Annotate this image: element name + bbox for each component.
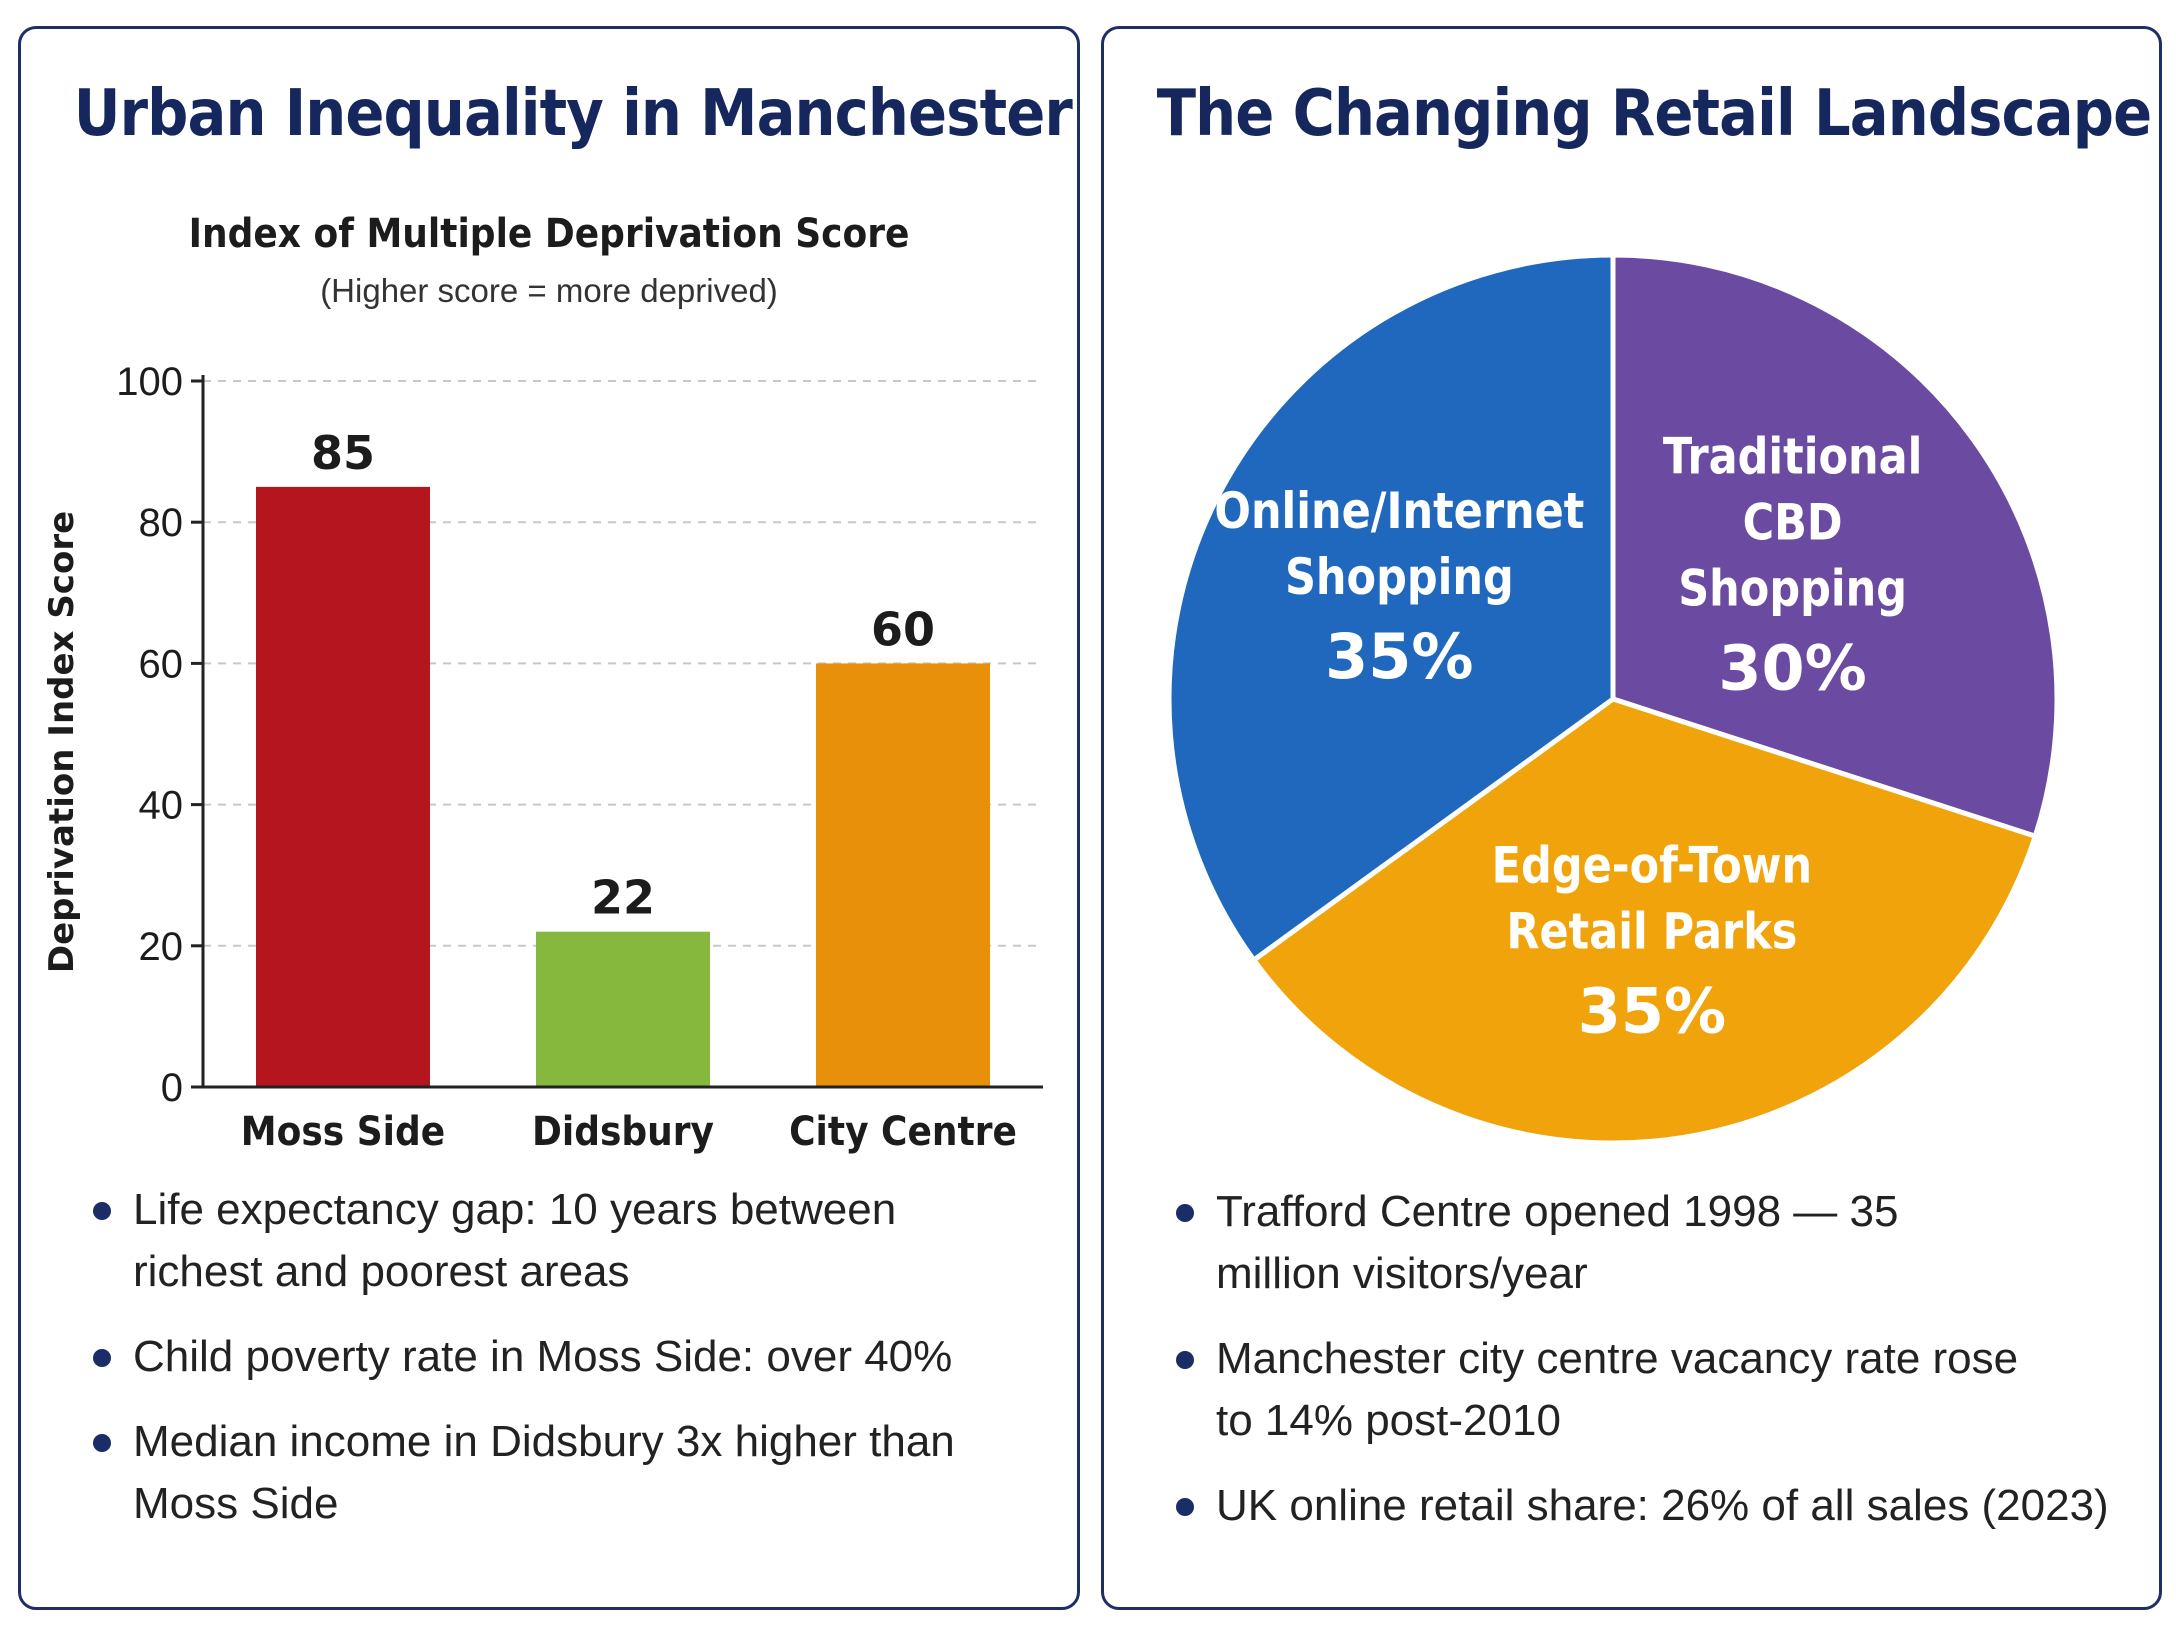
bullet-dot-icon [1176,1498,1194,1516]
pie-slice-traditional-cbd-shopping [1610,252,2060,840]
bar-data-label: 60 [871,602,935,656]
bar-moss-side [256,486,430,1087]
left-bullet-text: Life expectancy gap: 10 years between ri… [133,1185,897,1296]
pie-label-text: Shopping [1678,559,1907,617]
pie-label-text: Retail Parks [1506,902,1797,960]
pie-label-text: Edge-of-Town [1492,836,1812,894]
x-tick-label: City Centre [789,1108,1017,1154]
y-tick-label: 40 [139,784,184,828]
right-bullet-text: UK online retail share: 26% of all sales… [1216,1481,2109,1530]
bar-chart: 0 20 40 60 80 100 85 Moss Side 22 Didsbury 60 City … [42,360,1043,1154]
pie-value-label: 35% [1578,975,1726,1048]
pie-value-label: 30% [1718,632,1866,705]
left-bullet-item: Median income in Didsbury 3x higher than… [51,1411,993,1535]
pie-slice-edge-of-town-retail-parks [1250,696,2039,1146]
left-bullet-item: Child poverty rate in Moss Side: over 40… [51,1326,1031,1388]
left-bullet-list: Life expectancy gap: 10 years between ri… [51,1179,1031,1558]
right-bullet-text: Manchester city centre vacancy rate rose… [1216,1334,2019,1445]
y-tick-label: 100 [116,360,183,404]
bullet-dot-icon [93,1202,111,1220]
right-panel: The Changing Retail Landscape Online/Int… [1101,26,2162,1610]
pie-chart: Online/Internet Shopping 35% Traditional CBD… [1166,252,2060,1146]
y-tick-label: 0 [161,1066,183,1110]
pie-label-text: Online/Internet [1214,482,1584,540]
right-bullet-item: Manchester city centre vacancy rate rose… [1134,1328,2036,1452]
left-panel-title: Urban Inequality in Manchester [73,77,1073,151]
left-panel: Urban Inequality in Manchester Index of … [18,26,1080,1610]
bullet-dot-icon [1176,1351,1194,1369]
bullet-dot-icon [93,1349,111,1367]
pie-value-label: 35% [1325,620,1473,693]
right-bullet-item: Trafford Centre opened 1998 — 35 million… [1134,1181,1936,1305]
left-bullet-item: Life expectancy gap: 10 years between ri… [51,1179,1031,1303]
y-axis-label: Deprivation Index Score [42,511,82,973]
y-tick-label: 20 [139,925,184,969]
right-bullet-text: Trafford Centre opened 1998 — 35 million… [1216,1187,1899,1298]
x-tick-label: Moss Side [241,1108,445,1154]
y-tick-label: 60 [139,642,184,686]
pie-slice-online-internet-shopping [1166,252,1616,964]
right-panel-title: The Changing Retail Landscape [1156,77,2152,151]
y-tick-label: 80 [139,501,184,545]
right-bullet-item: UK online retail share: 26% of all sales… [1134,1475,2144,1537]
bar-city-centre [816,663,990,1087]
right-bullet-list: Trafford Centre opened 1998 — 35 million… [1134,1181,2144,1560]
bar-didsbury [536,931,710,1087]
bar-data-label: 22 [591,871,655,925]
left-bullet-text: Median income in Didsbury 3x higher than… [133,1417,955,1528]
bar-data-label: 85 [311,426,375,480]
bar-chart-title: Index of Multiple Deprivation Score [188,211,910,257]
bar-chart-subtitle: (Higher score = more deprived) [320,272,778,309]
bullet-dot-icon [93,1434,111,1452]
pie-label-text: Traditional [1663,427,1923,485]
pie-label-text: CBD [1743,493,1843,551]
bullet-dot-icon [1176,1204,1194,1222]
left-bullet-text: Child poverty rate in Moss Side: over 40… [133,1332,953,1381]
x-tick-label: Didsbury [532,1108,714,1154]
pie-label-text: Shopping [1285,548,1514,606]
